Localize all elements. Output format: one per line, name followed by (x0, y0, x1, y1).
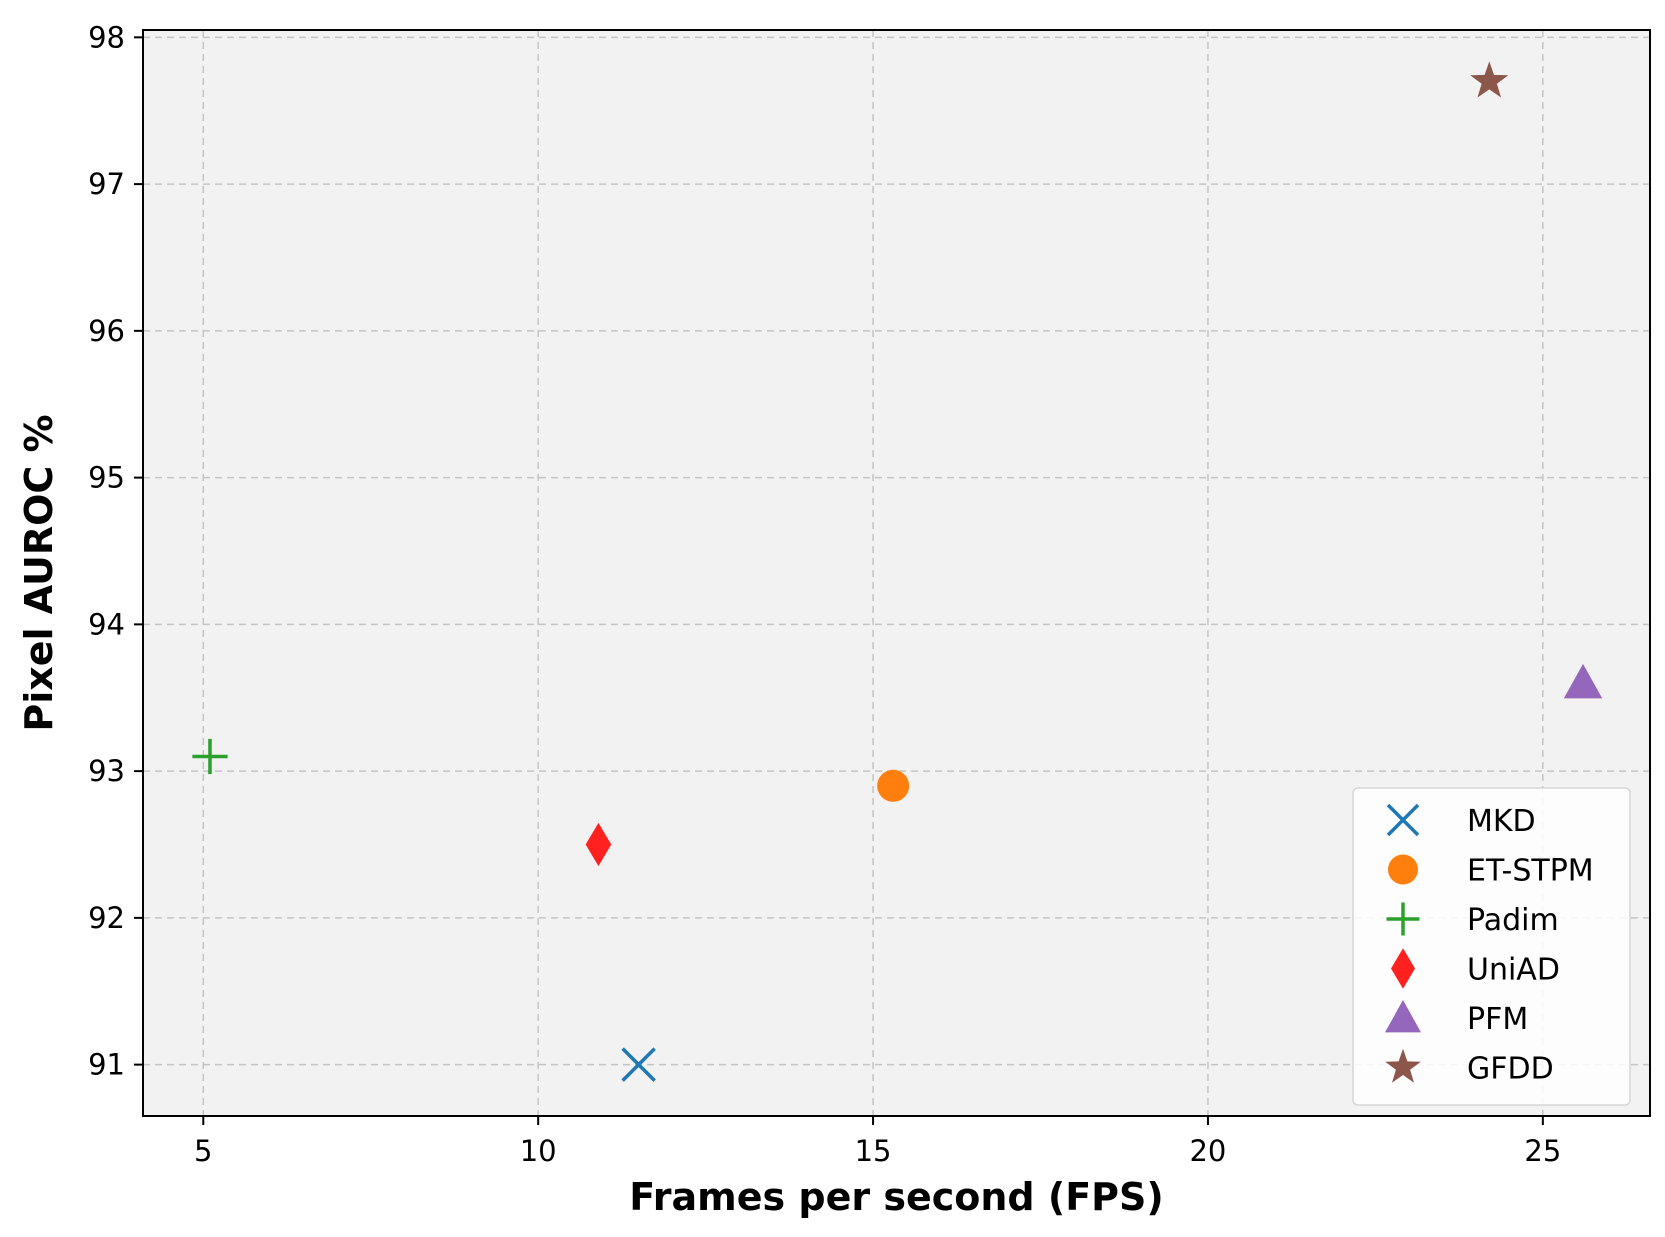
legend-label-padim: Padim (1467, 903, 1559, 938)
legend-marker-uniad (1391, 948, 1415, 989)
legend-item-mkd: MKD (1386, 803, 1536, 839)
marker-stroke (621, 1047, 656, 1082)
legend-marker-padim (1386, 902, 1420, 936)
legend-item-pfm: PFM (1385, 1000, 1528, 1037)
legend-item-gfdd: GFDD (1385, 1048, 1554, 1087)
y-tick-label: 98 (88, 20, 125, 54)
x-tick-label: 5 (194, 1134, 212, 1168)
legend-label-et-stpm: ET-STPM (1467, 854, 1594, 889)
axis-ticks: 5 10 15 20 25 91 92 93 94 95 96 97 98 (88, 20, 1561, 1168)
legend-marker-pfm (1385, 1000, 1421, 1033)
x-tick-label: 15 (855, 1134, 892, 1168)
y-tick-label: 91 (88, 1048, 125, 1082)
legend-marker-gfdd (1385, 1048, 1421, 1083)
legend-label-gfdd: GFDD (1467, 1052, 1554, 1087)
y-tick-label: 93 (88, 754, 125, 788)
y-tick-label: 97 (88, 167, 125, 201)
marker-stroke (1386, 803, 1420, 837)
point-et-stpm (877, 769, 910, 802)
data-points (192, 61, 1603, 1082)
x-tick-label: 10 (520, 1134, 557, 1168)
legend-item-uniad: UniAD (1391, 948, 1560, 989)
legend-marker-mkd (1386, 803, 1420, 837)
point-pfm (1563, 663, 1603, 699)
point-uniad (585, 822, 612, 867)
y-tick-label: 95 (88, 461, 125, 495)
legend-item-et-stpm: ET-STPM (1388, 854, 1594, 889)
x-axis-label: Frames per second (FPS) (629, 1175, 1164, 1219)
point-gfdd (1470, 61, 1509, 98)
gridlines (143, 30, 1650, 1116)
y-tick-label: 92 (88, 901, 125, 935)
point-padim (192, 738, 228, 775)
y-tick-label: 96 (88, 314, 125, 348)
legend-label-pfm: PFM (1467, 1002, 1528, 1037)
x-tick-label: 25 (1524, 1134, 1561, 1168)
legend-label-uniad: UniAD (1467, 953, 1560, 988)
legend-marker-et-stpm (1388, 854, 1418, 885)
legend-box (1352, 787, 1631, 1106)
x-tick-label: 20 (1189, 1134, 1226, 1168)
y-tick-label: 94 (88, 607, 125, 641)
legend-item-padim: Padim (1386, 902, 1559, 938)
y-axis-label: Pixel AUROC % (17, 414, 61, 731)
plot-frame (142, 29, 1651, 1117)
point-mkd (621, 1047, 656, 1082)
legend-label-mkd: MKD (1467, 804, 1536, 839)
legend: MKD ET-STPM Padim UniAD PFM GFDD (1352, 787, 1631, 1106)
